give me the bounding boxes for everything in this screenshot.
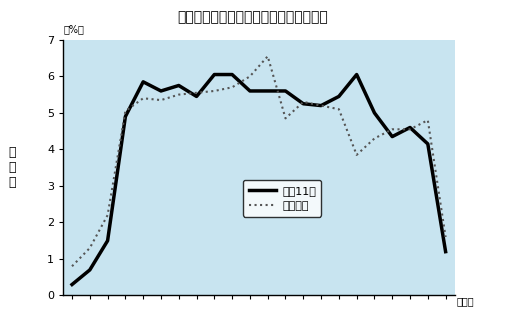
平成元年 bbox=[407, 127, 413, 131]
Text: （%）: （%） bbox=[63, 24, 84, 34]
平成11年 bbox=[247, 89, 253, 93]
平成11年 bbox=[265, 89, 271, 93]
Text: 図２－５　年齢階層別人員構成比の推移: 図２－５ 年齢階層別人員構成比の推移 bbox=[177, 10, 328, 24]
平成11年 bbox=[211, 72, 217, 76]
平成元年 bbox=[442, 235, 448, 239]
平成元年 bbox=[265, 54, 271, 58]
平成11年 bbox=[300, 102, 307, 106]
平成元年 bbox=[193, 91, 199, 95]
Line: 平成11年: 平成11年 bbox=[72, 74, 445, 285]
平成11年 bbox=[87, 268, 93, 272]
平成元年 bbox=[389, 127, 395, 131]
平成元年 bbox=[282, 116, 288, 120]
平成元年 bbox=[87, 246, 93, 250]
平成元年 bbox=[122, 109, 128, 113]
平成11年 bbox=[69, 283, 75, 287]
平成元年 bbox=[105, 213, 111, 217]
平成11年 bbox=[193, 94, 199, 98]
平成11年 bbox=[407, 125, 413, 129]
平成11年 bbox=[354, 72, 360, 76]
平成11年 bbox=[389, 135, 395, 139]
平成元年 bbox=[300, 100, 307, 104]
Legend: 平成11年, 平成元年: 平成11年, 平成元年 bbox=[243, 180, 322, 217]
平成11年 bbox=[442, 250, 448, 254]
Line: 平成元年: 平成元年 bbox=[72, 56, 445, 266]
平成11年 bbox=[371, 111, 377, 115]
平成11年 bbox=[318, 104, 324, 108]
Text: （歳）: （歳） bbox=[457, 296, 474, 306]
平成11年 bbox=[105, 239, 111, 243]
平成元年 bbox=[354, 153, 360, 157]
平成11年 bbox=[158, 89, 164, 93]
平成元年 bbox=[371, 136, 377, 140]
平成元年 bbox=[336, 107, 342, 111]
平成11年 bbox=[425, 142, 431, 146]
平成元年 bbox=[140, 96, 146, 100]
平成11年 bbox=[176, 83, 182, 87]
平成元年 bbox=[211, 89, 217, 93]
平成元年 bbox=[247, 74, 253, 78]
平成11年 bbox=[122, 115, 128, 119]
Text: 構
成
比: 構 成 比 bbox=[9, 146, 16, 189]
平成元年 bbox=[318, 104, 324, 108]
平成元年 bbox=[158, 98, 164, 102]
平成元年 bbox=[425, 118, 431, 122]
平成11年 bbox=[229, 72, 235, 76]
平成元年 bbox=[229, 85, 235, 89]
平成元年 bbox=[69, 264, 75, 268]
平成11年 bbox=[336, 94, 342, 98]
平成11年 bbox=[282, 89, 288, 93]
平成11年 bbox=[140, 80, 146, 84]
平成元年 bbox=[176, 93, 182, 97]
